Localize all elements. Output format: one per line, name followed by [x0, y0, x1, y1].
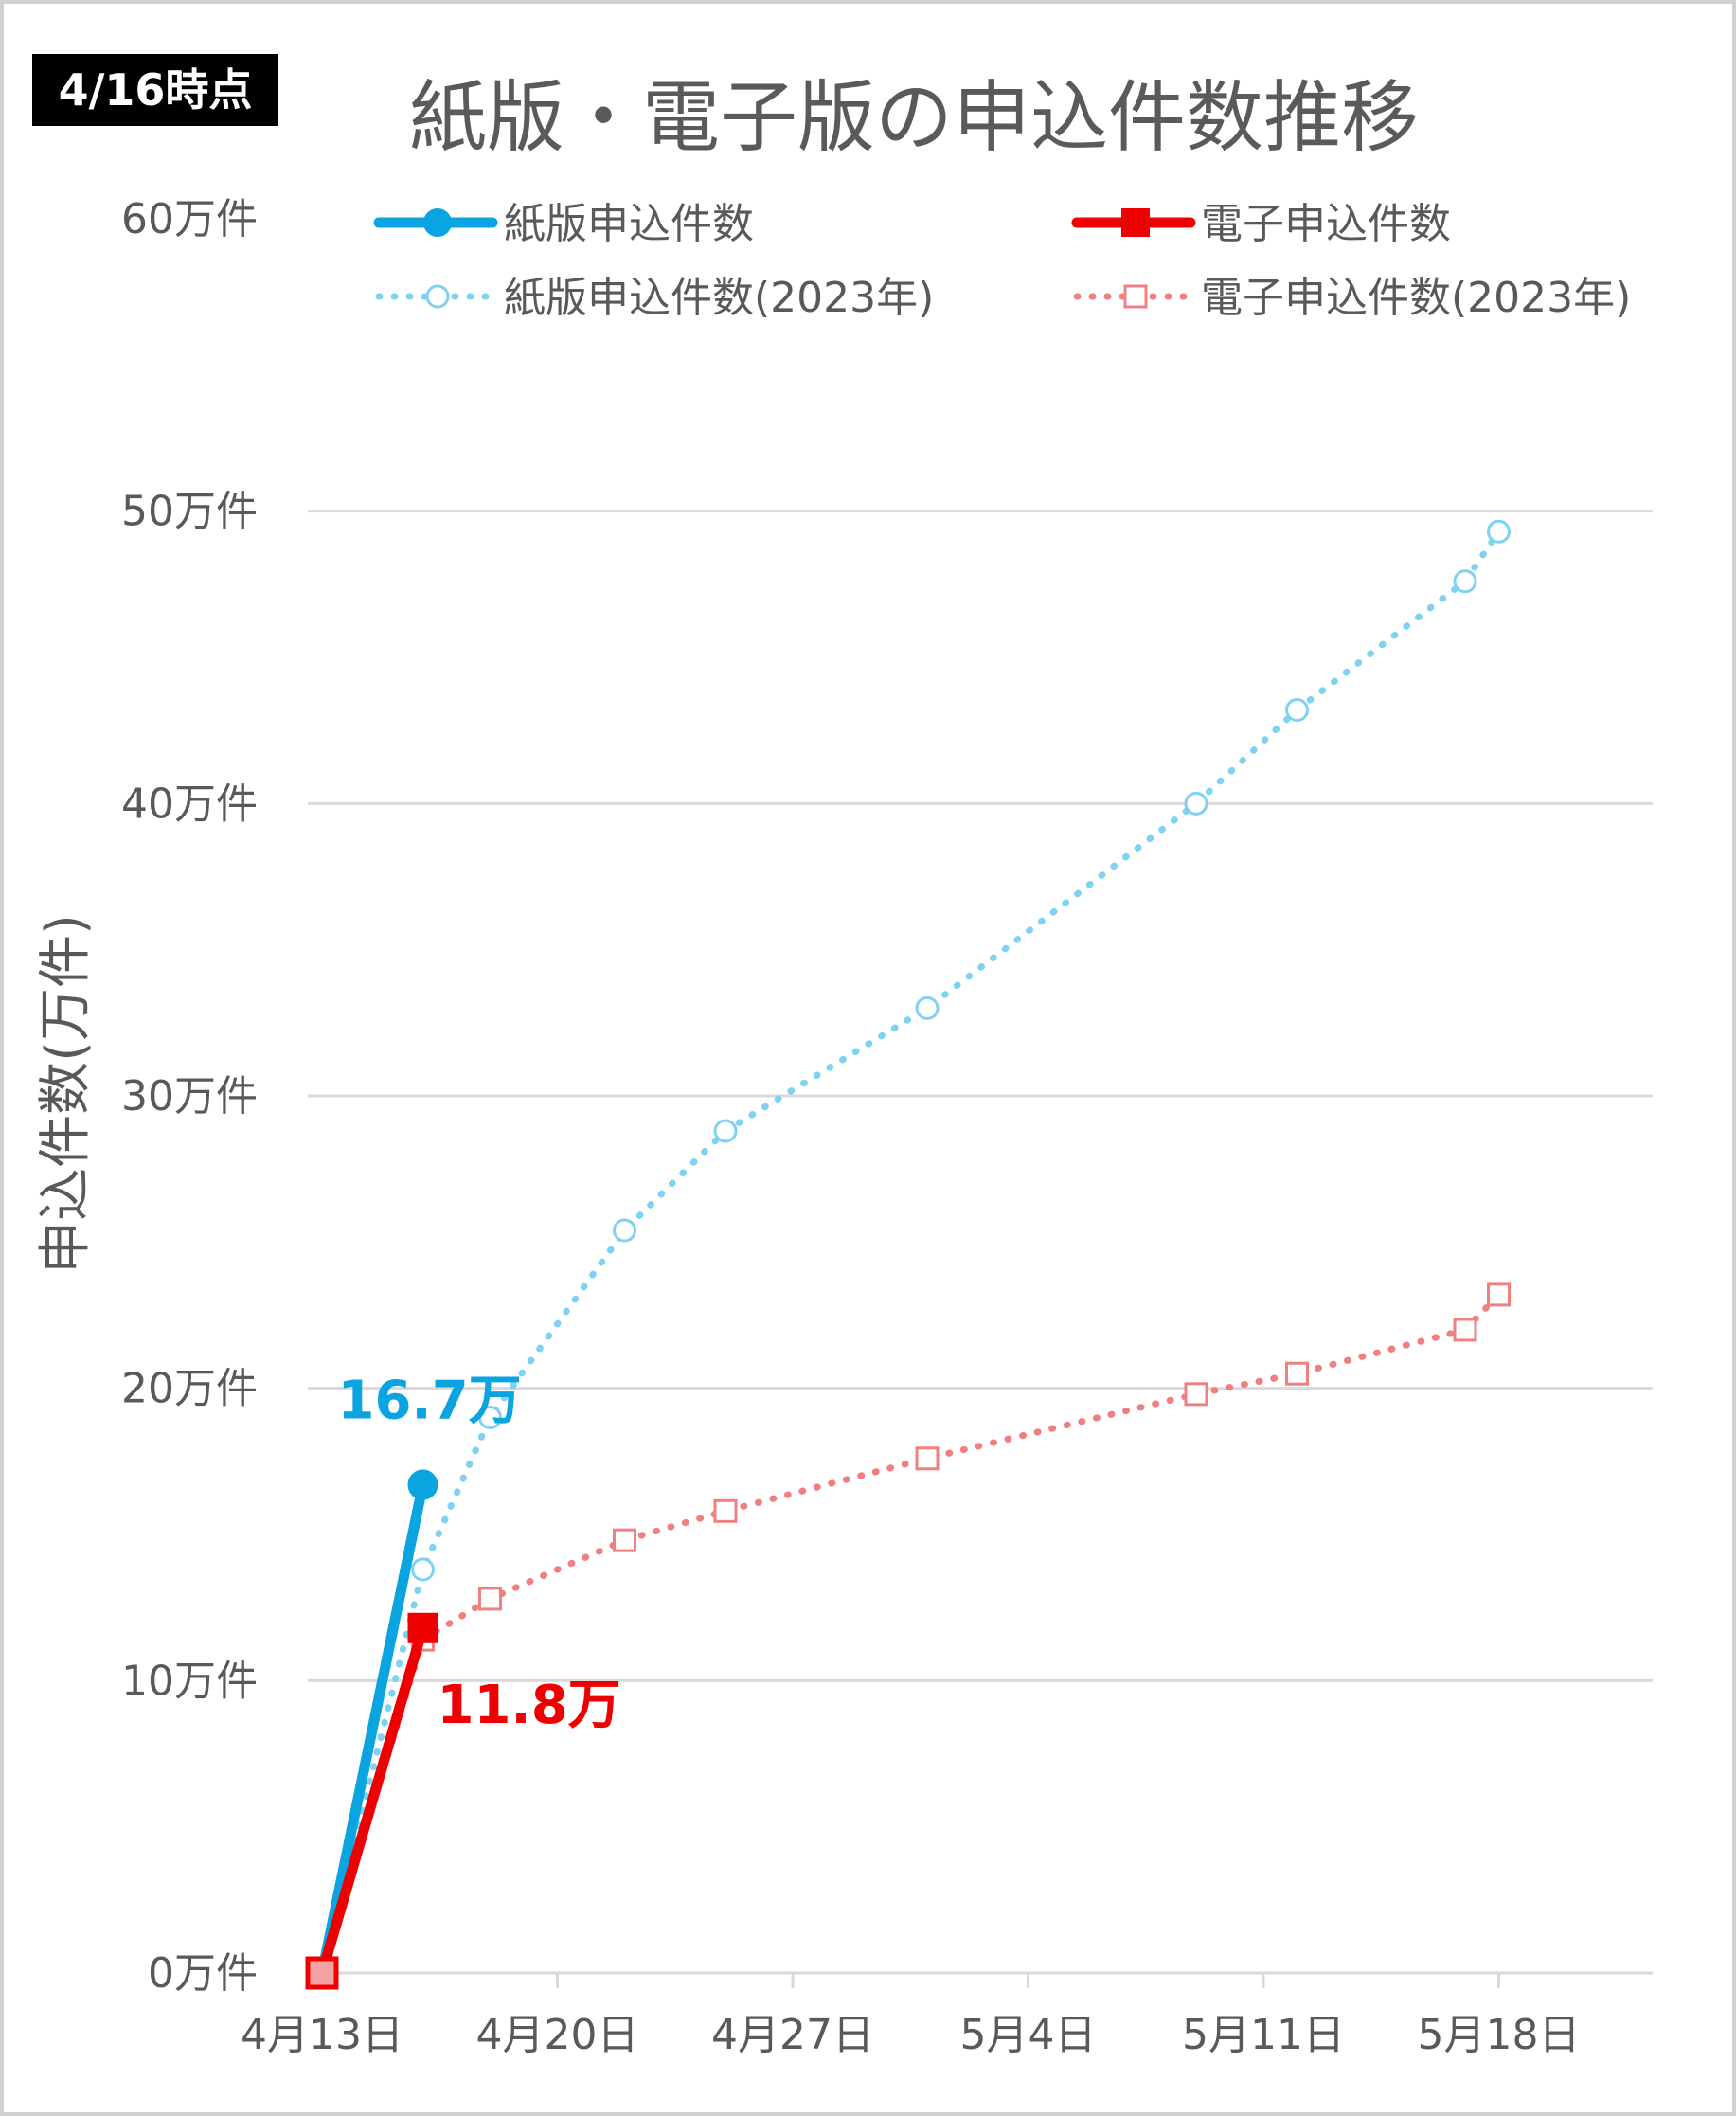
- legend-label: 紙版申込件数: [504, 200, 754, 248]
- point-marker: [1487, 519, 1511, 544]
- point-marker: [1487, 1282, 1511, 1307]
- y-axis-ticks: 0万件 10万件 20万件 30万件 40万件 50万件 60万件: [121, 195, 258, 1998]
- series-line: [318, 528, 1502, 1977]
- y-tick-label: 20万件: [121, 1365, 258, 1413]
- point-marker: [423, 208, 452, 237]
- y-tick-label: 50万件: [121, 488, 258, 536]
- badge-background: [32, 54, 278, 126]
- point-marker: [613, 1528, 636, 1552]
- point-marker: [713, 1498, 738, 1523]
- point-marker: [1123, 284, 1148, 309]
- y-tick-label: 0万件: [148, 1949, 258, 1998]
- point-marker: [915, 1446, 940, 1471]
- series: [305, 519, 1511, 1990]
- point-marker: [1285, 698, 1309, 723]
- point-marker: [1453, 1318, 1477, 1342]
- point-marker: [915, 995, 940, 1020]
- point-marker: [411, 1557, 435, 1582]
- legend-item: 紙版申込件数(2023年): [375, 274, 934, 322]
- point-marker: [478, 1587, 502, 1611]
- y-tick-label: 60万件: [121, 195, 258, 243]
- x-tick-label: 4月27日: [711, 2011, 874, 2059]
- point-marker: [1453, 569, 1477, 594]
- data-label: 16.7万: [338, 1371, 522, 1432]
- legend-label: 電子申込件数(2023年): [1201, 274, 1631, 322]
- y-tick-label: 40万件: [121, 780, 258, 828]
- point-marker: [305, 1956, 339, 1990]
- series-2: [318, 519, 1511, 1977]
- grid: [308, 510, 1653, 1975]
- point-marker: [1121, 208, 1150, 237]
- legend-item: 電子申込件数: [1071, 200, 1451, 248]
- point-marker: [1285, 1361, 1309, 1386]
- point-marker: [613, 1218, 636, 1243]
- x-tick-label: 4月20日: [476, 2011, 639, 2059]
- x-axis-ticks: 4月13日 4月20日 4月27日 5月4日 5月11日 5月18日: [241, 1973, 1580, 2059]
- point-marker: [425, 284, 450, 309]
- x-tick-label: 5月18日: [1418, 2011, 1581, 2059]
- point-marker: [1184, 1382, 1208, 1407]
- origin-marker: [305, 1956, 339, 1990]
- x-tick-label: 5月4日: [960, 2011, 1097, 2059]
- legend-label: 電子申込件数: [1201, 200, 1451, 248]
- series-3: [318, 1282, 1511, 1977]
- point-marker: [407, 1612, 438, 1643]
- series-line: [316, 1479, 428, 1979]
- y-tick-label: 30万件: [121, 1072, 258, 1121]
- point-marker: [407, 1469, 438, 1500]
- legend-item: 電子申込件数(2023年): [1073, 274, 1631, 322]
- series-line: [316, 1623, 428, 1979]
- annotations: 16.7万 11.8万: [338, 1371, 621, 1736]
- x-tick-label: 4月13日: [241, 2011, 403, 2059]
- point-marker: [1184, 791, 1208, 816]
- point-marker: [478, 1406, 502, 1430]
- legend-label: 紙版申込件数(2023年): [504, 274, 934, 322]
- point-marker: [713, 1119, 738, 1143]
- x-tick-label: 5月11日: [1182, 2011, 1345, 2059]
- data-label: 11.8万: [438, 1675, 621, 1736]
- y-axis-label: 申込件数(万件): [35, 914, 97, 1274]
- badge-text: 4/16時点: [59, 64, 253, 116]
- legend-item: 紙版申込件数: [373, 200, 754, 248]
- y-tick-label: 10万件: [121, 1657, 258, 1705]
- badge: 4/16時点: [32, 54, 278, 126]
- chart-title: 紙版・電子版の申込件数推移: [409, 73, 1419, 163]
